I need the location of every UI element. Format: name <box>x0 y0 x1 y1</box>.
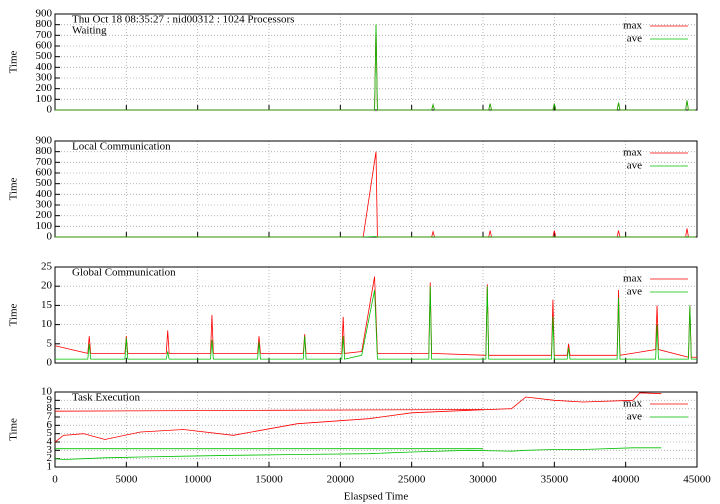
x-tick-label: 30000 <box>469 474 497 486</box>
x-tick-label: 35000 <box>541 474 569 486</box>
series-line <box>54 392 662 443</box>
legend-label: ave <box>627 411 642 423</box>
y-axis-label: Time <box>8 50 20 73</box>
y-tick-label: 25 <box>41 261 53 273</box>
y-axis-label: Time <box>8 418 20 441</box>
legend-label: ave <box>627 160 642 172</box>
y-tick-label: 15 <box>41 299 53 311</box>
y-tick-label: 5 <box>47 337 53 349</box>
plot-frame <box>54 266 698 364</box>
legend-label: max <box>623 273 642 285</box>
y-tick-label: 5 <box>47 427 53 439</box>
legend-label: ave <box>627 33 642 45</box>
y-tick-label: 800 <box>36 145 53 157</box>
y-tick-label: 200 <box>36 209 53 221</box>
series-line <box>54 447 662 460</box>
y-tick-label: 900 <box>36 8 53 20</box>
y-tick-label: 800 <box>36 18 53 30</box>
y-tick-label: 300 <box>36 72 53 84</box>
panel-label: Local Communication <box>72 141 171 153</box>
plot-frame <box>54 13 698 111</box>
plot-frame <box>54 391 698 468</box>
series-line <box>55 24 696 111</box>
y-tick-label: 400 <box>36 188 53 200</box>
y-tick-label: 3 <box>47 444 53 456</box>
y-tick-label: 20 <box>41 280 53 292</box>
y-tick-label: 2 <box>47 452 53 464</box>
y-tick-label: 0 <box>47 104 53 116</box>
y-tick-label: 7 <box>47 411 53 423</box>
legend-label: max <box>623 20 642 32</box>
x-tick-label: 0 <box>52 474 58 486</box>
x-tick-label: 5000 <box>115 474 138 486</box>
x-tick-label: 40000 <box>612 474 640 486</box>
panel-label: Waiting <box>72 25 107 37</box>
series-line <box>55 286 697 360</box>
y-tick-label: 10 <box>41 318 53 330</box>
y-tick-label: 0 <box>47 357 53 369</box>
y-tick-label: 700 <box>36 156 53 168</box>
y-tick-label: 10 <box>41 386 53 398</box>
y-tick-label: 200 <box>36 82 53 94</box>
y-tick-label: 9 <box>47 394 53 406</box>
y-tick-label: 100 <box>36 93 53 105</box>
x-tick-label: 15000 <box>255 474 283 486</box>
y-axis-label: Time <box>8 177 20 200</box>
legend-label: ave <box>627 286 642 298</box>
x-tick-label: 45000 <box>683 474 711 486</box>
plot-frame <box>54 140 698 238</box>
y-tick-label: 500 <box>36 177 53 189</box>
legend-label: max <box>623 147 642 159</box>
y-tick-label: 400 <box>36 61 53 73</box>
x-tick-label: 25000 <box>398 474 426 486</box>
panel-label: Task Execution <box>72 392 140 404</box>
y-tick-label: 900 <box>36 135 53 147</box>
y-tick-label: 4 <box>47 436 53 448</box>
y-tick-label: 600 <box>36 40 53 52</box>
y-tick-label: 700 <box>36 29 53 41</box>
x-axis-label: Elaspsed Time <box>344 491 409 503</box>
series-line <box>55 236 696 238</box>
y-tick-label: 300 <box>36 199 53 211</box>
y-tick-label: 6 <box>47 419 53 431</box>
x-tick-label: 20000 <box>327 474 355 486</box>
y-tick-label: 8 <box>47 402 53 414</box>
legend-label: max <box>623 398 642 410</box>
y-tick-label: 1 <box>47 461 53 473</box>
y-tick-label: 100 <box>36 220 53 232</box>
y-tick-label: 0 <box>47 231 53 243</box>
y-tick-label: 500 <box>36 50 53 62</box>
x-tick-label: 10000 <box>184 474 212 486</box>
panel-label: Global Communication <box>72 267 176 279</box>
y-axis-label: Time <box>8 303 20 326</box>
y-tick-label: 600 <box>36 167 53 179</box>
chart-title: Thu Oct 18 08:35:27 : nid00312 : 1024 Pr… <box>72 14 294 26</box>
